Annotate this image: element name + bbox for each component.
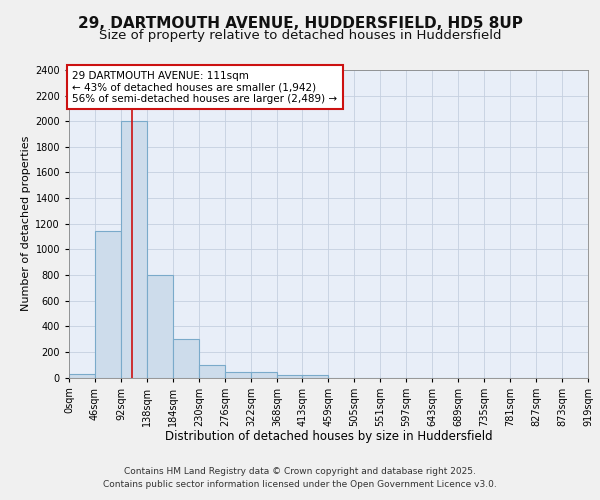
Bar	[251, 372, 277, 378]
Bar	[147, 275, 173, 378]
Y-axis label: Number of detached properties: Number of detached properties	[21, 136, 31, 312]
Text: 29, DARTMOUTH AVENUE, HUDDERSFIELD, HD5 8UP: 29, DARTMOUTH AVENUE, HUDDERSFIELD, HD5 …	[77, 16, 523, 31]
Bar	[121, 121, 147, 378]
Bar	[69, 374, 95, 378]
Bar	[199, 364, 225, 378]
Bar	[95, 232, 121, 378]
Text: Contains HM Land Registry data © Crown copyright and database right 2025.
Contai: Contains HM Land Registry data © Crown c…	[103, 468, 497, 489]
Text: 29 DARTMOUTH AVENUE: 111sqm
← 43% of detached houses are smaller (1,942)
56% of : 29 DARTMOUTH AVENUE: 111sqm ← 43% of det…	[73, 70, 338, 104]
Bar	[277, 375, 303, 378]
X-axis label: Distribution of detached houses by size in Huddersfield: Distribution of detached houses by size …	[164, 430, 493, 443]
Bar	[173, 339, 199, 378]
Bar	[225, 372, 251, 378]
Bar	[302, 375, 328, 378]
Text: Size of property relative to detached houses in Huddersfield: Size of property relative to detached ho…	[99, 29, 501, 42]
